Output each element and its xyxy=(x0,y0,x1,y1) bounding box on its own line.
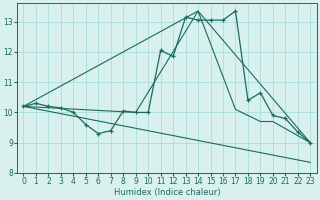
X-axis label: Humidex (Indice chaleur): Humidex (Indice chaleur) xyxy=(114,188,220,197)
